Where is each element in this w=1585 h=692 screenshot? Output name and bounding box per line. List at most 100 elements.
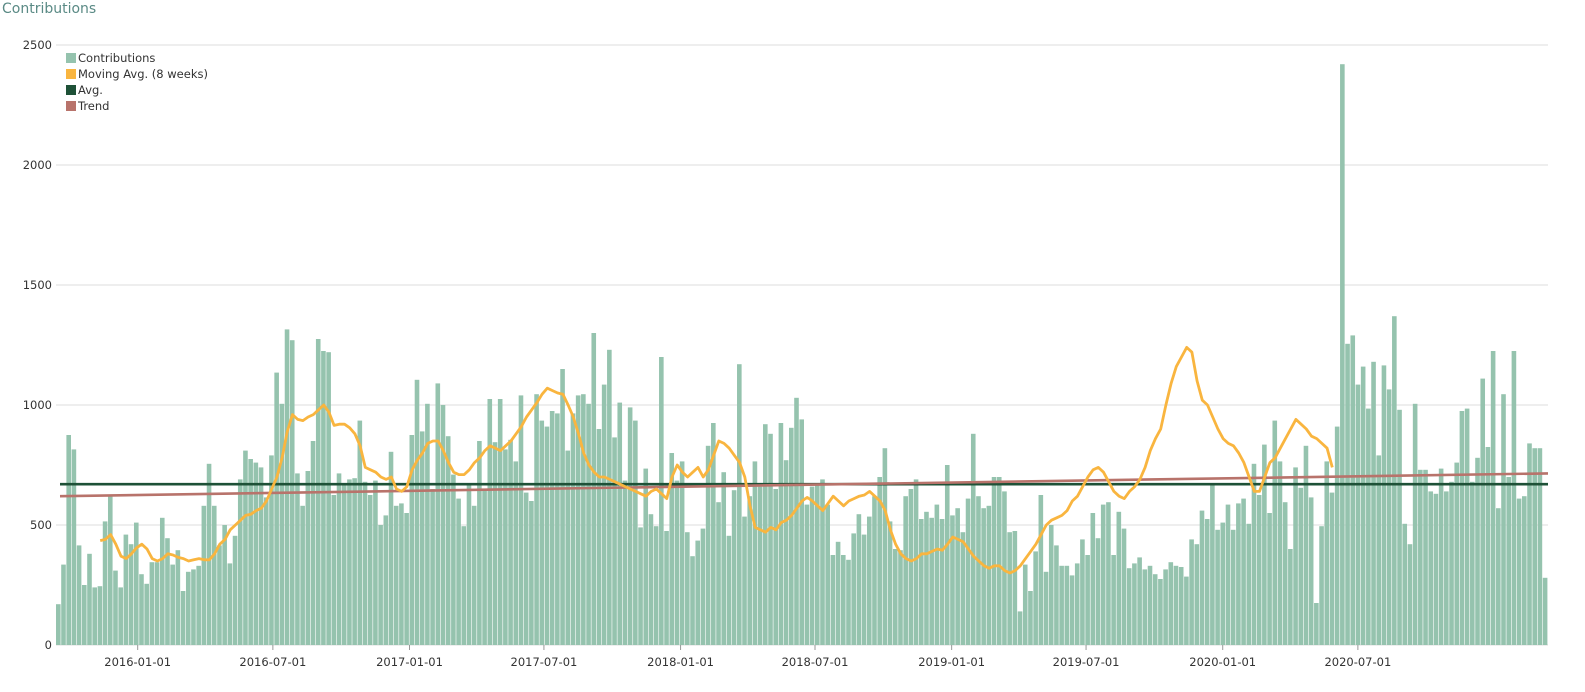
x-tick-label: 2019-01-01 — [918, 655, 985, 669]
bar — [1163, 569, 1168, 645]
bar — [1038, 495, 1044, 645]
legend-swatch — [66, 85, 76, 95]
bar — [1501, 394, 1506, 645]
bar — [170, 564, 175, 645]
bar — [1516, 498, 1522, 645]
bar — [461, 526, 467, 645]
y-tick-label: 2500 — [23, 38, 52, 52]
bar — [102, 521, 108, 645]
bar — [128, 544, 134, 645]
bar — [1542, 577, 1548, 645]
bar — [1194, 544, 1200, 645]
legend-swatch — [66, 69, 76, 79]
bar — [1459, 411, 1465, 645]
bar — [185, 571, 191, 645]
x-tick-label: 2020-01-01 — [1189, 655, 1256, 669]
bar — [482, 489, 487, 645]
bar — [820, 479, 825, 645]
bar — [1464, 408, 1470, 645]
bar-series — [56, 64, 1548, 645]
bar — [627, 407, 633, 645]
bar — [996, 477, 1002, 645]
legend-label: Moving Avg. (8 weeks) — [78, 67, 208, 81]
bar — [794, 397, 799, 645]
bar — [835, 541, 841, 645]
bar — [1319, 526, 1324, 645]
bar — [731, 490, 737, 645]
bar — [1210, 485, 1215, 645]
bar — [1532, 448, 1538, 645]
bar — [643, 468, 649, 645]
bar — [1059, 565, 1064, 645]
bar — [617, 402, 623, 645]
bar — [1085, 555, 1090, 645]
bar — [700, 528, 706, 645]
bar — [388, 451, 394, 645]
bar — [107, 495, 113, 645]
x-tick-label: 2016-01-01 — [104, 655, 171, 669]
bar — [487, 399, 493, 645]
bar — [331, 495, 337, 645]
bar — [1329, 492, 1335, 645]
bar — [976, 496, 981, 645]
bar — [1012, 531, 1018, 645]
bar — [887, 521, 893, 645]
bar — [414, 379, 420, 645]
bar — [492, 442, 498, 645]
bar — [1428, 491, 1434, 645]
bar — [1173, 565, 1179, 645]
x-tick-label: 2017-07-01 — [511, 655, 578, 669]
bar — [253, 462, 259, 645]
bar — [872, 496, 877, 645]
legend-swatch — [66, 53, 76, 63]
bar — [809, 486, 815, 645]
bar — [1106, 502, 1111, 645]
bar — [950, 515, 955, 645]
bar — [1522, 496, 1527, 645]
bar — [752, 461, 758, 645]
bar — [435, 383, 441, 645]
bar — [648, 514, 654, 645]
bar — [986, 505, 992, 645]
bar — [263, 497, 269, 645]
bar — [237, 479, 243, 645]
line-series — [59, 346, 1549, 575]
x-tick-label: 2018-07-01 — [782, 655, 849, 669]
bar — [716, 502, 721, 645]
bar — [123, 534, 129, 645]
bar — [1152, 574, 1158, 645]
bar — [1199, 510, 1205, 645]
bar — [87, 553, 92, 645]
bar — [1095, 538, 1101, 645]
bar — [1490, 351, 1496, 645]
bar — [601, 384, 607, 645]
bar — [1475, 457, 1480, 645]
bar — [695, 540, 701, 645]
bar — [518, 395, 524, 645]
bar — [555, 413, 560, 645]
bar — [944, 465, 950, 645]
bar — [466, 483, 472, 645]
bar — [549, 411, 555, 645]
bar — [1485, 447, 1491, 645]
bar — [970, 433, 976, 645]
bar — [113, 570, 118, 645]
bar — [773, 489, 779, 645]
bar — [898, 550, 903, 645]
bar — [149, 562, 155, 645]
bar — [1381, 365, 1387, 645]
bar — [430, 489, 435, 645]
y-tick-label: 1000 — [23, 398, 52, 412]
bar — [737, 364, 742, 645]
bar — [409, 435, 415, 645]
bar — [1506, 477, 1512, 645]
bar — [477, 441, 482, 645]
bar — [1314, 603, 1319, 645]
bar — [56, 604, 61, 645]
bar — [1345, 343, 1350, 645]
bar — [1334, 426, 1340, 645]
bar — [71, 449, 77, 645]
bar — [866, 516, 872, 645]
bar — [305, 471, 311, 645]
bar — [544, 426, 550, 645]
